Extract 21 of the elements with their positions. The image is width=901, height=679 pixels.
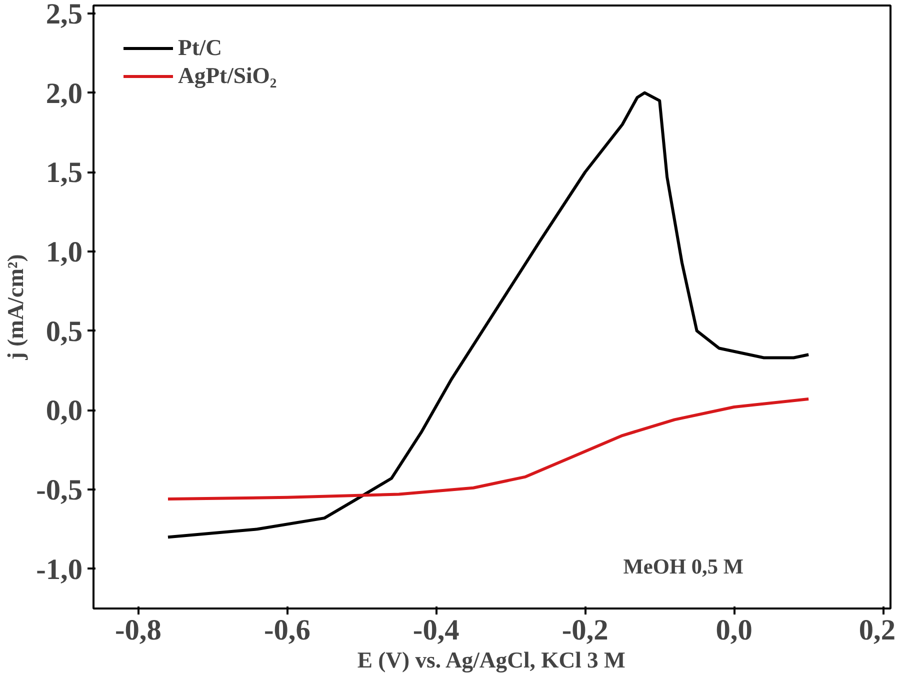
y-tick-label: 2,5 xyxy=(46,0,83,30)
x-tick-label: -0,4 xyxy=(412,614,460,646)
y-tick-label: -0,5 xyxy=(36,474,83,506)
annotation: MeOH 0,5 M xyxy=(623,554,744,578)
x-tick-label: -0,2 xyxy=(562,614,608,646)
y-tick-label: 1,0 xyxy=(46,236,83,268)
legend-label: Pt/C xyxy=(178,35,222,61)
y-tick-label: 1,5 xyxy=(46,157,83,190)
x-tick-label: -0,8 xyxy=(114,614,162,646)
line-series xyxy=(166,398,810,501)
y-axis-title: j (mA/cm²) xyxy=(3,254,28,361)
x-tick-label: -0,6 xyxy=(264,614,310,646)
y-tick-label: 0,5 xyxy=(46,316,83,348)
line-series xyxy=(166,91,810,539)
x-tick-label: 0,0 xyxy=(716,614,752,646)
x-axis-title: E (V) vs. Ag/AgCl, KCl 3 M xyxy=(357,648,626,672)
legend-label: AgPt/SiO₂ xyxy=(178,63,277,89)
y-tick-label: -1,0 xyxy=(36,554,83,586)
x-tick-label: 0,2 xyxy=(858,614,896,646)
y-tick-label: 0,0 xyxy=(46,395,83,428)
y-tick-label: 2,0 xyxy=(46,78,83,110)
